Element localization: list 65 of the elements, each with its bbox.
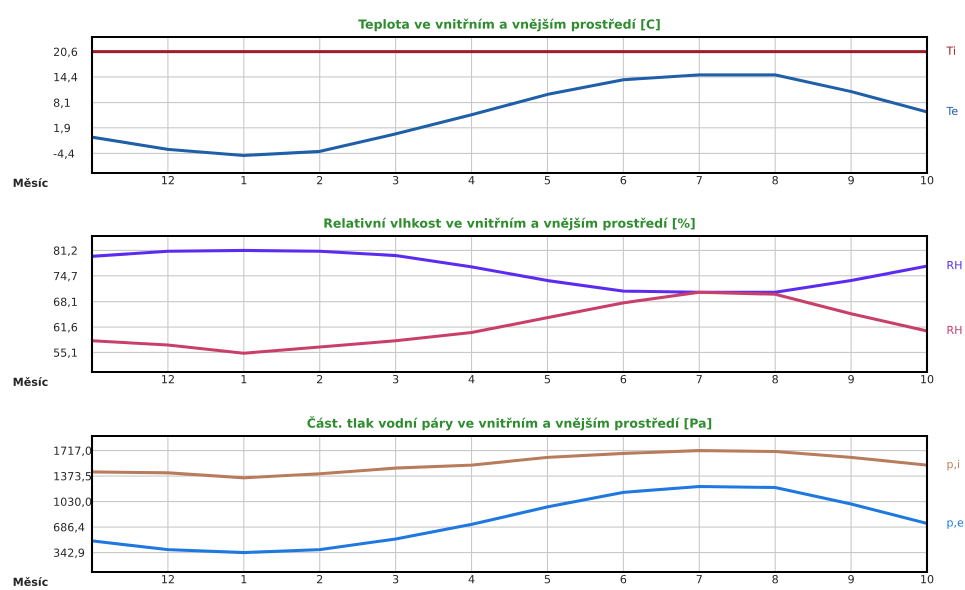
x-tick-label: 10 xyxy=(921,374,934,384)
x-tick-label: 7 xyxy=(696,176,702,184)
x-tick-label: 9 xyxy=(848,574,854,584)
x-tick-label: 2 xyxy=(317,176,322,184)
x-tick-label: 6 xyxy=(620,374,626,384)
x-tick-label: 6 xyxy=(620,574,626,584)
y-tick-label: 74,7 xyxy=(54,272,77,282)
x-tick-label: 8 xyxy=(772,374,778,384)
x-tick-label: 6 xyxy=(620,176,626,184)
y-tick-label: 61,6 xyxy=(54,323,78,333)
x-tick-label: 5 xyxy=(544,575,550,584)
series-label: RH xyxy=(948,261,962,270)
line-series xyxy=(92,484,927,554)
x-axis-title: Měsíc xyxy=(14,178,48,188)
x-tick-label: 9 xyxy=(848,374,854,384)
x-tick-label: 9 xyxy=(848,176,854,184)
y-tick-label: 1373,5 xyxy=(54,472,92,482)
y-tick-label: 20,6 xyxy=(54,48,78,58)
x-tick-label: 2 xyxy=(317,374,322,384)
x-tick-label: 7 xyxy=(696,575,702,584)
series-label: RH xyxy=(948,326,962,334)
y-tick-label: 14,4 xyxy=(54,73,78,82)
x-tick-label: 2 xyxy=(317,574,322,584)
series-label: Ti xyxy=(946,46,955,55)
y-tick-label: 81,2 xyxy=(54,246,77,256)
x-tick-label: 3 xyxy=(392,374,398,384)
y-tick-label: 1,9 xyxy=(54,124,70,134)
x-tick-label: 10 xyxy=(921,574,934,584)
y-tick-label: -4,4 xyxy=(54,150,74,159)
y-tick-label: 1030,0 xyxy=(54,498,92,508)
y-tick-label: 68,1 xyxy=(54,298,77,308)
chart-title: Část. tlak vodní páry ve vnitřním a vnějším prostředí [Pa] xyxy=(307,416,712,430)
series-label: p,e xyxy=(947,520,964,529)
x-tick-label: 3 xyxy=(392,574,398,584)
x-axis-title: Měsíc xyxy=(14,576,48,586)
x-axis-title: Měsíc xyxy=(14,376,48,386)
x-tick-label: 5 xyxy=(544,176,550,184)
x-tick-label: 5 xyxy=(544,375,550,384)
x-tick-label: 8 xyxy=(772,176,778,184)
line-series xyxy=(92,290,927,355)
x-tick-label: 1 xyxy=(242,375,246,384)
y-tick-label: 8,1 xyxy=(54,98,70,108)
x-tick-label: 10 xyxy=(921,176,934,184)
line-series xyxy=(92,248,927,294)
y-tick-label: 1717,0 xyxy=(54,446,92,456)
x-tick-label: 7 xyxy=(696,375,702,384)
x-tick-label: 1 xyxy=(242,575,246,584)
x-tick-label: 3 xyxy=(392,176,398,184)
x-tick-label: 4 xyxy=(468,176,474,184)
line-series xyxy=(92,73,927,158)
line-series xyxy=(92,449,927,480)
series-label: Te xyxy=(946,106,958,116)
y-tick-label: 55,1 xyxy=(54,348,77,358)
y-tick-label: 686,4 xyxy=(54,523,84,533)
x-tick-label: 4 xyxy=(468,575,474,584)
x-tick-label: 4 xyxy=(468,375,474,384)
x-tick-label: 8 xyxy=(772,574,778,584)
y-tick-label: 342,9 xyxy=(54,548,84,558)
x-tick-label: 1 xyxy=(242,176,246,184)
x-tick-label: 12 xyxy=(162,574,174,584)
x-tick-label: 12 xyxy=(162,176,174,184)
chart-title: Teplota ve vnitřním a vnějším prostředí [C] xyxy=(358,18,660,32)
series-label: p,i xyxy=(947,460,960,470)
x-tick-label: 12 xyxy=(162,374,174,384)
chart-title: Relativní vlhkost ve vnitřním a vnějším prostředí [%] xyxy=(324,218,695,230)
